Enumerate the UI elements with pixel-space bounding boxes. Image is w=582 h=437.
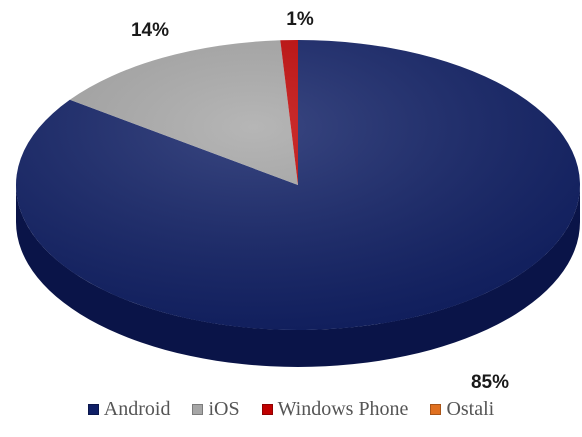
data-label-ios: 14% (131, 20, 169, 41)
legend-swatch-windows-phone (261, 404, 273, 415)
chart-legend: Android iOS Windows Phone Ostali (0, 398, 582, 421)
data-label-windows-phone: 1% (286, 9, 314, 30)
legend-item-ostali: Ostali (430, 398, 494, 421)
pie-tops (16, 40, 581, 330)
pie-shading (16, 40, 580, 330)
data-label-android: 85% (471, 372, 509, 393)
legend-label-ios: iOS (208, 398, 240, 420)
legend-item-windows-phone: Windows Phone (261, 398, 409, 421)
legend-swatch-ostali (430, 404, 442, 415)
legend-label-ostali: Ostali (446, 398, 495, 420)
legend-item-ios: iOS (192, 398, 240, 421)
pie-data-labels: 85% 14% 1% (131, 9, 509, 393)
legend-label-windows-phone: Windows Phone (277, 398, 409, 420)
legend-swatch-ios (192, 404, 204, 415)
legend-swatch-android (87, 404, 99, 415)
pie-side-android (16, 185, 580, 367)
pie-sides (16, 185, 580, 367)
legend-item-android: Android (87, 398, 171, 421)
legend-label-android: Android (103, 398, 171, 420)
